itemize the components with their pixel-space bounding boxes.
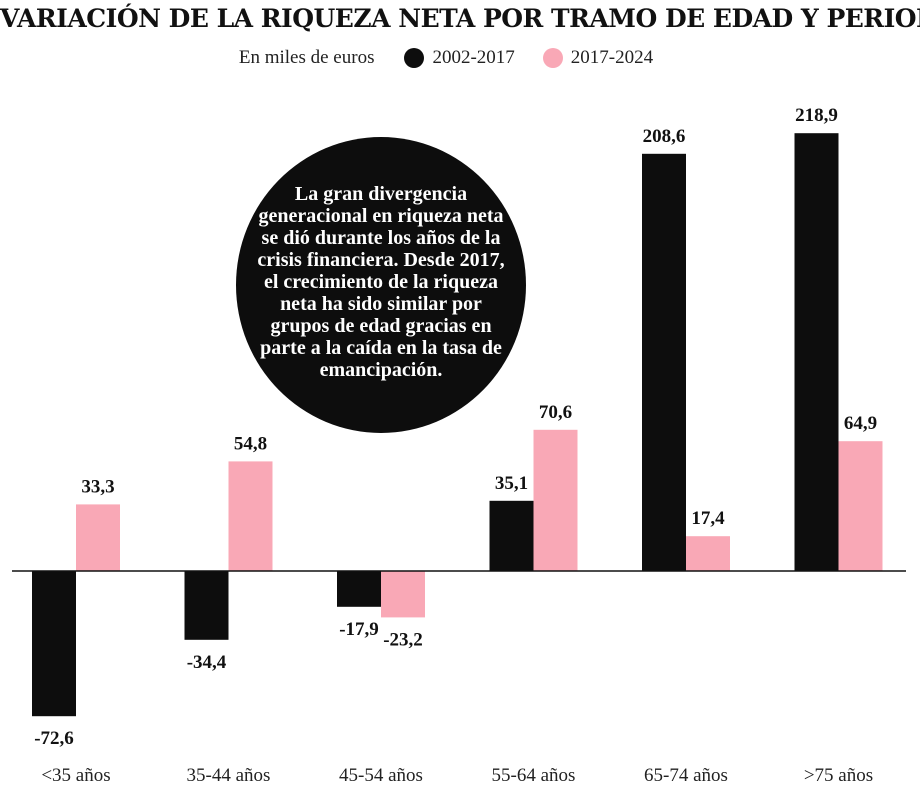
bar-2002-2017-45-54-a-os — [337, 571, 381, 607]
x-tick-label: 45-54 años — [339, 765, 423, 786]
legend-label-2002-2017: 2002-2017 — [432, 47, 515, 68]
data-label-2017-2024-55-64-a-os: 70,6 — [539, 402, 572, 423]
x-tick-label: <35 años — [41, 765, 110, 786]
bar-2002-2017-65-74-a-os — [642, 153, 686, 572]
bar-2017-2024-55-64-a-os — [533, 429, 578, 571]
chart-title: VARIACIÓN DE LA RIQUEZA NETA POR TRAMO D… — [0, 4, 920, 33]
legend-unit-label: En miles de euros — [238, 47, 375, 68]
chart-legend: En miles de euros 2002-2017 2017-2024 — [0, 47, 920, 69]
legend-item-2002-2017: 2002-2017 — [404, 47, 515, 69]
bar-2002-2017-75-a-os — [794, 133, 839, 571]
legend-label-2017-2024: 2017-2024 — [570, 47, 654, 68]
data-label-2002-2017-65-74-a-os: 208,6 — [643, 126, 686, 147]
bar-2017-2024-45-54-a-os — [381, 571, 425, 618]
data-label-2002-2017-45-54-a-os: -17,9 — [339, 619, 379, 640]
data-label-2017-2024-45-54-a-os: -23,2 — [383, 629, 423, 650]
bar-2002-2017-35-44-a-os — [184, 571, 229, 640]
bar-2017-2024-35-44-a-os — [228, 461, 273, 571]
bar-2002-2017-35-a-os — [32, 571, 76, 717]
legend-item-2017-2024: 2017-2024 — [542, 47, 654, 69]
x-tick-label: 35-44 años — [187, 765, 271, 786]
data-label-2017-2024-75-a-os: 64,9 — [844, 413, 877, 434]
data-label-2002-2017-35-a-os: -72,6 — [34, 728, 74, 749]
data-label-2017-2024-35-a-os: 33,3 — [81, 476, 114, 497]
bar-2017-2024-75-a-os — [838, 441, 883, 571]
data-label-2002-2017-75-a-os: 218,9 — [795, 105, 838, 126]
legend-swatch-2017-2024 — [542, 48, 563, 68]
data-label-2017-2024-35-44-a-os: 54,8 — [234, 433, 267, 454]
data-label-2002-2017-55-64-a-os: 35,1 — [495, 473, 528, 494]
annotation-callout-text: La gran divergencia generacional en riqu… — [257, 183, 505, 381]
data-label-2002-2017-35-44-a-os: -34,4 — [187, 652, 227, 673]
bar-2017-2024-65-74-a-os — [686, 536, 730, 571]
x-tick-label: 65-74 años — [644, 765, 728, 786]
x-tick-label: 55-64 años — [492, 765, 576, 786]
annotation-callout: La gran divergencia generacional en riqu… — [236, 137, 526, 433]
x-tick-label: >75 años — [804, 765, 873, 786]
bar-2002-2017-55-64-a-os — [489, 500, 534, 571]
data-label-2017-2024-65-74-a-os: 17,4 — [691, 508, 725, 529]
bar-2017-2024-35-a-os — [76, 504, 120, 571]
legend-swatch-2002-2017 — [404, 48, 425, 68]
